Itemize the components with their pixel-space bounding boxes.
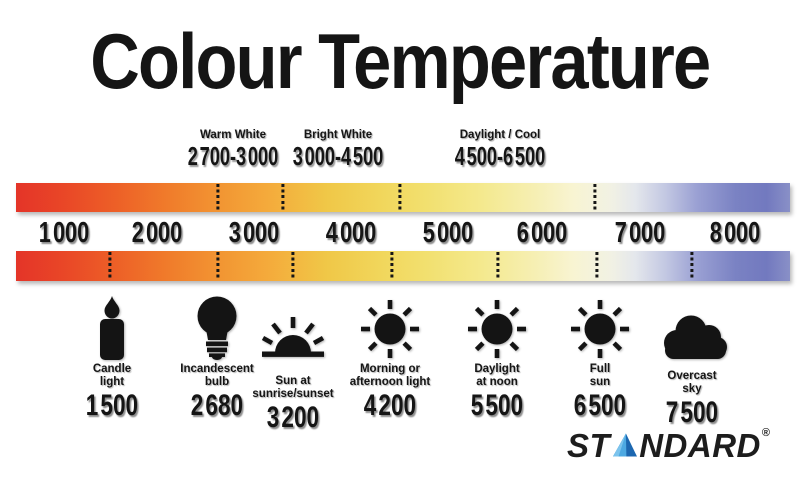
gradient-bar-bottom — [16, 251, 790, 281]
range-value: 2 700-3 000 — [187, 141, 279, 171]
source-label: sunrise/sunset — [252, 387, 334, 400]
range-label: Daylight / Cool — [459, 129, 541, 141]
logo-text-ndard: NDARD — [639, 427, 761, 464]
kelvin-tick-label: 6 000 — [516, 217, 568, 249]
source-candle-light: Candle light 1 500 — [47, 296, 177, 421]
sun-icon — [361, 300, 419, 358]
logo-text-st: ST — [567, 427, 611, 464]
source-kelvin-value: 2 680 — [190, 389, 244, 422]
source-sun-at-sunrise-sunset: Sun at sunrise/sunset 3 200 — [228, 296, 358, 433]
kelvin-tick-label: 8 000 — [709, 217, 761, 249]
source-kelvin-value: 5 500 — [470, 389, 524, 422]
source-label: Daylight — [474, 363, 520, 375]
incandescent-bulb-icon — [197, 296, 237, 360]
kelvin-tick-label: 3 000 — [228, 217, 280, 249]
range-daylight-cool: Daylight / Cool 4 500-6 500 — [435, 129, 564, 169]
candle-icon — [100, 296, 124, 360]
source-label: Morning or — [359, 363, 421, 375]
source-label: at noon — [476, 375, 518, 388]
source-kelvin-value: 1 500 — [85, 389, 139, 422]
source-overcast-sky: Overcast sky 7 500 — [627, 296, 757, 428]
source-label: Full — [589, 363, 611, 375]
source-label: sun — [589, 375, 611, 388]
tick-mark — [108, 252, 112, 280]
kelvin-tick-label: 1 000 — [38, 217, 90, 249]
source-kelvin-value: 7 500 — [665, 396, 719, 429]
page-title: Colour Temperature — [90, 17, 711, 105]
source-label: Incandescent — [180, 363, 254, 375]
range-bright-white: Bright White 3 000-4 500 — [273, 129, 402, 169]
tick-mark — [593, 184, 597, 211]
source-label: Candle — [92, 363, 132, 375]
gradient-bar-top — [16, 183, 790, 212]
tick-mark — [398, 184, 402, 211]
source-kelvin-value: 6 500 — [573, 389, 627, 422]
sun-icon — [468, 300, 526, 358]
sun-icon — [571, 300, 629, 358]
source-kelvin-value: 3 200 — [266, 401, 320, 434]
source-incandescent-bulb: Incandescent bulb 2 680 — [152, 296, 282, 421]
registered-trademark-icon: ® — [761, 427, 770, 439]
range-label: Warm White — [199, 129, 267, 141]
tick-mark — [496, 252, 500, 280]
source-label: afternoon light — [349, 375, 431, 388]
source-daylight-at-noon: Daylight at noon 5 500 — [432, 296, 562, 421]
range-value: 4 500-6 500 — [454, 141, 546, 171]
tick-mark — [281, 184, 285, 211]
source-kelvin-value: 4 200 — [363, 389, 417, 422]
range-value: 3 000-4 500 — [292, 141, 384, 171]
source-label: Overcast — [667, 370, 717, 382]
logo-triangle-icon — [613, 433, 638, 457]
source-label: light — [99, 375, 125, 388]
cloud-icon — [664, 315, 727, 359]
tick-mark — [390, 252, 394, 280]
tick-mark — [595, 252, 599, 280]
tick-mark — [216, 252, 220, 280]
tick-mark — [690, 252, 694, 280]
standard-logo: ST NDARD ® — [567, 427, 770, 464]
tick-mark — [216, 184, 220, 211]
kelvin-tick-label: 4 000 — [325, 217, 377, 249]
range-label: Bright White — [303, 129, 373, 141]
source-full-sun: Full sun 6 500 — [535, 296, 665, 421]
range-warm-white: Warm White 2 700-3 000 — [168, 129, 297, 169]
sunrise-sun-icon — [261, 317, 325, 357]
source-label: sky — [682, 382, 702, 395]
source-morning-afternoon-light: Morning or afternoon light 4 200 — [325, 296, 455, 421]
kelvin-tick-label: 2 000 — [131, 217, 183, 249]
source-label: Sun at — [275, 375, 311, 387]
tick-mark — [291, 252, 295, 280]
kelvin-tick-label: 5 000 — [422, 217, 474, 249]
source-label: bulb — [204, 375, 230, 388]
kelvin-tick-label: 7 000 — [614, 217, 666, 249]
